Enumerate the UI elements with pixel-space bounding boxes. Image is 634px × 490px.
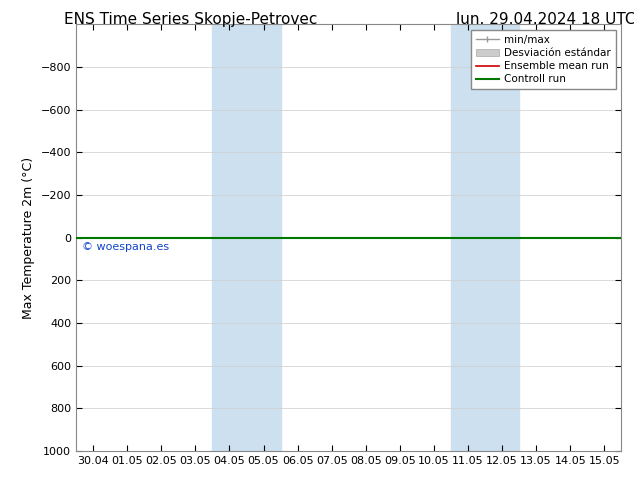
Bar (212, 24, 280, 451)
Bar (451, 24, 519, 451)
Text: © woespana.es: © woespana.es (82, 242, 169, 252)
Legend: min/max, Desviación estándar, Ensemble mean run, Controll run: min/max, Desviación estándar, Ensemble m… (471, 30, 616, 90)
Text: ENS Time Series Skopje-Petrovec: ENS Time Series Skopje-Petrovec (63, 12, 317, 27)
Y-axis label: Max Temperature 2m (°C): Max Temperature 2m (°C) (22, 157, 35, 318)
Text: lun. 29.04.2024 18 UTC: lun. 29.04.2024 18 UTC (456, 12, 634, 27)
